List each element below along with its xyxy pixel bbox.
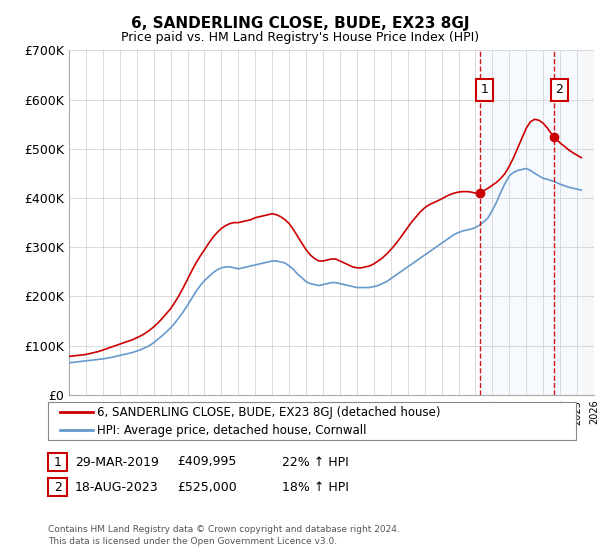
Text: 29-MAR-2019: 29-MAR-2019	[75, 455, 159, 469]
Bar	[582, 50, 598, 395]
Text: £409,995: £409,995	[177, 455, 236, 469]
Text: 18% ↑ HPI: 18% ↑ HPI	[282, 480, 349, 494]
Text: 2: 2	[53, 480, 62, 494]
Bar	[479, 50, 554, 395]
Bar	[582, 50, 598, 395]
Text: 18-AUG-2023: 18-AUG-2023	[75, 480, 158, 494]
Text: Contains HM Land Registry data © Crown copyright and database right 2024.: Contains HM Land Registry data © Crown c…	[48, 525, 400, 534]
Text: 6, SANDERLING CLOSE, BUDE, EX23 8GJ (detached house): 6, SANDERLING CLOSE, BUDE, EX23 8GJ (det…	[97, 405, 440, 419]
Bar	[554, 50, 582, 395]
Text: This data is licensed under the Open Government Licence v3.0.: This data is licensed under the Open Gov…	[48, 537, 337, 546]
Text: 6, SANDERLING CLOSE, BUDE, EX23 8GJ: 6, SANDERLING CLOSE, BUDE, EX23 8GJ	[131, 16, 469, 31]
Text: Price paid vs. HM Land Registry's House Price Index (HPI): Price paid vs. HM Land Registry's House …	[121, 31, 479, 44]
Text: 1: 1	[481, 83, 489, 96]
Text: 22% ↑ HPI: 22% ↑ HPI	[282, 455, 349, 469]
Text: £525,000: £525,000	[177, 480, 237, 494]
Text: HPI: Average price, detached house, Cornwall: HPI: Average price, detached house, Corn…	[97, 423, 367, 437]
Text: 2: 2	[556, 83, 563, 96]
Text: 1: 1	[53, 455, 62, 469]
